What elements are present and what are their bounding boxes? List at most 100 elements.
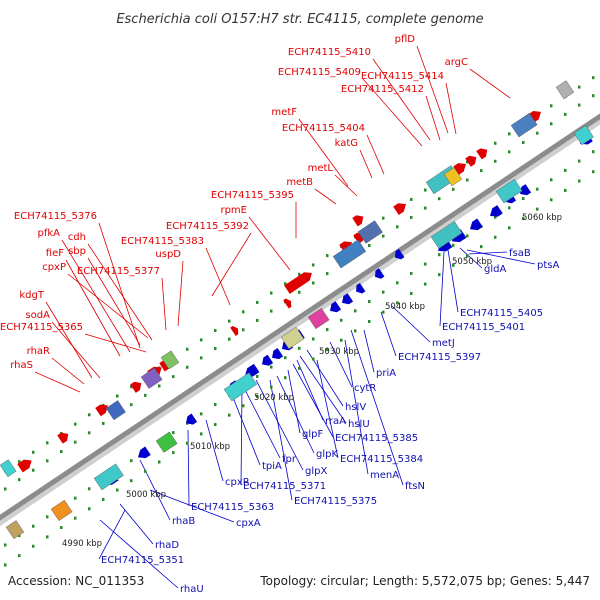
reverse-gene-arrow <box>138 446 151 459</box>
feature-block <box>510 112 538 138</box>
forward-gene-arrow-shape <box>130 381 142 393</box>
feature-block <box>573 125 594 146</box>
tick-dot <box>396 281 399 285</box>
tick-dot <box>438 273 441 277</box>
feature-block <box>555 80 575 100</box>
reverse-gene-label: ECH74115_5351 <box>101 555 184 566</box>
tick-dot <box>88 431 91 435</box>
tick-dot <box>256 394 259 398</box>
label-leader-line <box>51 357 85 385</box>
forward-gene-arrow <box>95 404 108 417</box>
tick-dot <box>424 188 427 192</box>
tick-dot <box>74 440 77 444</box>
reverse-gene-arrow <box>470 218 483 231</box>
reverse-gene-arrow <box>375 268 385 279</box>
forward-gene-arrow-shape <box>57 432 69 444</box>
tick-dot <box>508 132 511 136</box>
tick-dot <box>284 376 287 380</box>
feature-block <box>495 178 523 204</box>
tick-dot <box>368 300 371 304</box>
reverse-gene-label: ECH74115_5363 <box>191 502 274 513</box>
feature-block <box>430 221 463 249</box>
feature-block <box>5 520 25 540</box>
tick-dot <box>130 385 133 389</box>
tick-dot <box>270 309 273 313</box>
label-leader-line <box>119 503 154 545</box>
tick-dot <box>60 450 63 454</box>
scale-label: 5010 kbp <box>190 442 230 452</box>
forward-gene-arrow-shape <box>284 272 312 294</box>
forward-gene-arrow <box>230 325 239 336</box>
tick-dot <box>410 291 413 295</box>
reverse-gene-label: ECH74115_5397 <box>398 352 481 363</box>
reverse-gene-label: ptsA <box>537 260 559 271</box>
reverse-gene-arrow <box>490 205 503 217</box>
forward-gene-label: ECH74115_5409 <box>278 67 361 78</box>
reverse-gene-label: priA <box>376 368 396 379</box>
tick-dot <box>578 103 581 107</box>
label-leader-line <box>84 333 147 353</box>
label-leader-line <box>359 149 373 179</box>
tick-dot <box>4 487 7 491</box>
tick-dot <box>256 374 259 378</box>
feature-block-shape <box>495 178 523 204</box>
tick-dot <box>564 112 567 116</box>
forward-gene-label: ECH74115_5404 <box>282 123 365 134</box>
feature-block <box>105 400 126 421</box>
tick-dot <box>494 141 497 145</box>
tick-dot <box>550 178 553 182</box>
accession-text: Accession: NC_011353 <box>8 574 144 588</box>
tick-dot <box>424 262 427 266</box>
label-leader-line <box>99 519 179 589</box>
tick-dot <box>508 206 511 210</box>
tick-dot <box>354 309 357 313</box>
tick-dot <box>396 301 399 305</box>
forward-gene-arrow <box>17 459 32 473</box>
tick-dot <box>46 515 49 519</box>
feature-block-shape <box>160 350 180 370</box>
label-leader-line <box>334 174 358 197</box>
reverse-gene-label: ECH74115_5371 <box>243 481 326 492</box>
tick-dot <box>214 329 217 333</box>
tick-dot <box>536 207 539 211</box>
tick-dot <box>158 384 161 388</box>
tick-dot <box>242 328 245 332</box>
feature-block <box>155 431 178 453</box>
feature-block-shape <box>280 326 305 350</box>
label-leader-line <box>177 260 184 327</box>
forward-gene-label: ECH74115_5414 <box>361 71 444 82</box>
forward-gene-arrow <box>528 111 541 123</box>
tick-dot <box>340 338 343 342</box>
scale-labels: 4990 kbp 5000 kbp 5010 kbp 5020 kbp 5030 kbp… <box>62 213 562 549</box>
tick-dot <box>60 526 63 530</box>
tick-dot <box>312 263 315 267</box>
tick-dot <box>32 524 35 528</box>
tick-dot <box>32 450 35 454</box>
tick-dot <box>410 215 413 219</box>
feature-block-shape <box>430 221 463 249</box>
label-leader-line <box>255 379 304 471</box>
tick-dot <box>382 234 385 238</box>
reverse-gene-label: rhaB <box>172 516 195 527</box>
forward-gene-label: sodA <box>25 310 50 321</box>
forward-gene-label: ECH74115_5377 <box>77 266 160 277</box>
reverse-gene-label: ECH74115_5375 <box>294 496 377 507</box>
feature-block <box>223 372 258 402</box>
forward-gene-arrow <box>453 163 466 175</box>
tick-dot <box>102 497 105 501</box>
tick-dot <box>186 365 189 369</box>
reverse-gene-arrow-shape <box>272 348 284 360</box>
tick-dot <box>466 234 469 238</box>
feature-block-shape <box>5 520 25 540</box>
tick-dot <box>74 422 77 426</box>
tick-dot <box>172 431 175 435</box>
reverse-gene-label: fpr <box>282 454 297 465</box>
tick-dot <box>256 300 259 304</box>
label-leader-line <box>425 95 441 141</box>
reverse-gene-arrow-shape <box>470 218 483 231</box>
feature-block-shape <box>93 463 124 491</box>
tick-dot <box>200 412 203 416</box>
genome-backbone <box>0 113 600 521</box>
